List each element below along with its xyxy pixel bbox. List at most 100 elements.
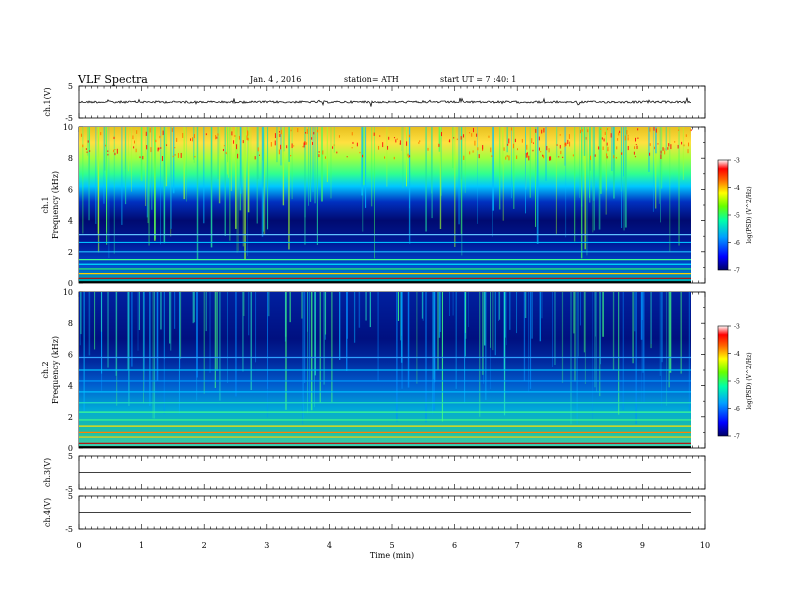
psd-speckle bbox=[440, 132, 442, 137]
psd-speckle bbox=[286, 145, 288, 149]
psd-speckle bbox=[516, 155, 518, 160]
psd-speckle bbox=[136, 130, 138, 134]
psd-speckle bbox=[351, 146, 353, 149]
y-tick-label: 4 bbox=[68, 382, 73, 391]
psd-speckle bbox=[558, 156, 560, 158]
psd-speckle bbox=[318, 151, 320, 153]
psd-speckle bbox=[618, 132, 620, 136]
psd-speckle bbox=[332, 146, 334, 149]
psd-speckle bbox=[579, 129, 581, 134]
psd-speckle bbox=[540, 151, 542, 153]
psd-speckle bbox=[624, 135, 626, 141]
psd-speckle bbox=[225, 152, 227, 155]
psd-speckle bbox=[539, 147, 541, 151]
psd-speckle bbox=[133, 140, 135, 144]
psd-speckle bbox=[688, 142, 690, 147]
psd-speckle bbox=[606, 128, 608, 131]
psd-speckle bbox=[114, 152, 116, 156]
psd-speckle bbox=[395, 139, 397, 143]
y-tick-label: 2 bbox=[68, 248, 73, 257]
psd-speckle bbox=[532, 142, 534, 144]
psd-speckle bbox=[317, 129, 319, 133]
channel-label: ch.2 bbox=[41, 361, 50, 378]
psd-speckle bbox=[627, 145, 629, 151]
psd-speckle bbox=[82, 144, 84, 148]
psd-speckle bbox=[517, 148, 519, 151]
psd-speckle bbox=[182, 132, 184, 138]
psd-speckle bbox=[668, 143, 670, 147]
y-tick-label: 8 bbox=[68, 319, 73, 328]
psd-speckle bbox=[617, 138, 619, 141]
psd-speckle bbox=[469, 151, 471, 155]
psd-speckle bbox=[114, 149, 116, 151]
psd-speckle bbox=[324, 156, 326, 159]
psd-speckle bbox=[660, 150, 662, 154]
psd-speckle bbox=[180, 152, 182, 158]
psd-speckle bbox=[511, 127, 513, 131]
psd-speckle bbox=[602, 146, 604, 150]
psd-speckle bbox=[313, 131, 315, 135]
psd-speckle bbox=[471, 133, 473, 137]
psd-speckle bbox=[352, 141, 354, 144]
psd-speckle bbox=[270, 142, 272, 147]
psd-speckle bbox=[107, 150, 109, 152]
psd-speckle bbox=[356, 142, 358, 147]
psd-speckle bbox=[681, 141, 683, 145]
psd-speckle bbox=[158, 147, 160, 150]
psd-speckle bbox=[190, 138, 192, 141]
psd-speckle bbox=[215, 134, 217, 140]
psd-speckle bbox=[569, 141, 571, 147]
psd-speckle bbox=[86, 151, 88, 153]
psd-speckle bbox=[174, 154, 176, 156]
psd-speckle bbox=[649, 143, 651, 146]
psd-speckle bbox=[478, 154, 480, 159]
psd-speckle bbox=[664, 148, 666, 150]
psd-speckle bbox=[560, 150, 562, 155]
psd-speckle bbox=[217, 133, 219, 136]
psd-speckle bbox=[538, 136, 540, 141]
psd-speckle bbox=[133, 146, 135, 149]
psd-speckle bbox=[231, 131, 233, 136]
y-tick-label: -5 bbox=[65, 525, 73, 534]
psd-speckle bbox=[507, 143, 509, 146]
y-tick-label: -5 bbox=[65, 114, 73, 123]
psd-speckle bbox=[660, 154, 662, 159]
y-axis-label: ch.4(V) bbox=[43, 498, 52, 527]
psd-speckle bbox=[556, 144, 558, 146]
x-tick-label: 4 bbox=[327, 541, 332, 550]
psd-speckle bbox=[472, 127, 474, 133]
x-tick-label: 6 bbox=[452, 541, 457, 550]
psd-speckle bbox=[193, 134, 195, 139]
y-tick-label: -5 bbox=[65, 485, 73, 494]
colorbar-tick-label: -6 bbox=[734, 406, 740, 413]
psd-speckle bbox=[550, 156, 552, 161]
psd-speckle bbox=[113, 149, 115, 153]
psd-speckle bbox=[233, 140, 235, 144]
psd-speckle bbox=[543, 128, 545, 133]
psd-speckle bbox=[532, 149, 534, 152]
ch1-spectrogram bbox=[79, 127, 692, 283]
psd-speckle bbox=[85, 148, 87, 150]
psd-speckle bbox=[488, 135, 490, 138]
y-tick-label: 5 bbox=[68, 492, 73, 501]
y-tick-label: 8 bbox=[68, 154, 73, 163]
channel-label: ch.1 bbox=[41, 196, 50, 213]
psd-speckle bbox=[636, 145, 638, 150]
psd-speckle bbox=[472, 150, 474, 153]
psd-speckle bbox=[105, 144, 107, 147]
psd-speckle bbox=[362, 154, 364, 158]
psd-speckle bbox=[662, 147, 664, 151]
psd-speckle bbox=[419, 140, 421, 143]
psd-speckle bbox=[246, 135, 248, 140]
psd-speckle bbox=[649, 152, 651, 156]
psd-speckle bbox=[531, 138, 533, 144]
psd-speckle bbox=[482, 144, 484, 150]
psd-speckle bbox=[657, 143, 659, 145]
psd-speckle bbox=[291, 143, 293, 149]
psd-speckle bbox=[634, 146, 636, 150]
psd-speckle bbox=[407, 153, 409, 157]
psd-speckle bbox=[526, 144, 528, 150]
y-tick-label: 0 bbox=[68, 444, 73, 453]
psd-speckle bbox=[409, 155, 411, 158]
